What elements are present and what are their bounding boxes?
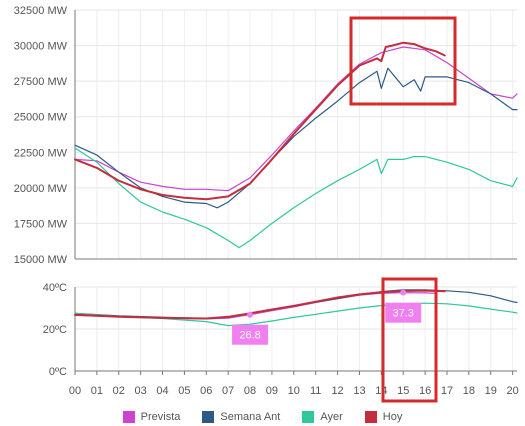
chart: 26.8 37.3 15000 MW 17500 MW 20000 MW 22500 M… xyxy=(14,5,519,403)
legend-swatch xyxy=(122,411,135,423)
legend: Prevista Semana Ant Ayer Hoy xyxy=(0,408,525,426)
point-marker xyxy=(247,311,254,318)
point-label: 26.8 xyxy=(239,330,260,342)
x-tick-label: 10 xyxy=(288,385,300,397)
x-tick-label: 12 xyxy=(331,385,343,397)
legend-label: Semana Ant xyxy=(220,411,281,423)
x-tick-label: 16 xyxy=(419,385,431,397)
x-tick-label: 18 xyxy=(463,385,475,397)
legend-label: Hoy xyxy=(382,411,403,423)
point-label-box xyxy=(232,324,269,345)
x-tick-label: 00 xyxy=(69,385,81,397)
legend-item-semana-ant[interactable]: Semana Ant xyxy=(202,408,280,426)
x-tick-label: 08 xyxy=(244,385,256,397)
y-tick-label: 20000 MW xyxy=(14,183,68,195)
x-tick-label: 13 xyxy=(353,385,365,397)
legend-swatch xyxy=(202,411,215,423)
y-tick-label: 0ºC xyxy=(49,366,67,378)
y-tick-label: 20ºC xyxy=(43,324,67,336)
highlight-boxes xyxy=(349,16,457,403)
y-tick-label: 32500 MW xyxy=(14,5,68,17)
point-label: 37.3 xyxy=(393,308,414,320)
highlight-box-power-peak xyxy=(349,16,457,106)
x-tick-label: 14 xyxy=(375,385,387,397)
x-tick-label: 02 xyxy=(113,385,125,397)
x-tick-label: 15 xyxy=(397,385,409,397)
legend-swatch xyxy=(302,411,315,423)
y-tick-label: 25000 MW xyxy=(14,112,68,124)
x-tick-label: 11 xyxy=(310,385,321,397)
x-tick-label: 09 xyxy=(266,385,278,397)
point-marker xyxy=(400,289,407,296)
legend-item-hoy[interactable]: Hoy xyxy=(364,408,403,426)
legend-item-ayer[interactable]: Ayer xyxy=(302,408,343,426)
y-tick-label: 30000 MW xyxy=(14,41,68,53)
x-tick-label: 07 xyxy=(222,385,234,397)
x-tick-label: 19 xyxy=(485,385,497,397)
x-tick-label: 06 xyxy=(200,385,212,397)
y-tick-label: 17500 MW xyxy=(14,218,68,230)
x-tick-label: 04 xyxy=(156,385,168,397)
series-line-ayer xyxy=(74,302,518,327)
point-labels: 26.8 37.3 xyxy=(232,289,422,345)
series-line-hoy xyxy=(74,41,446,201)
series-line-ayer xyxy=(74,147,518,249)
series-line-prevista xyxy=(74,46,518,192)
series-lines xyxy=(74,41,518,327)
y-tick-label: 40ºC xyxy=(43,282,67,294)
y-tick-label: 27500 MW xyxy=(14,76,68,88)
legend-swatch xyxy=(364,411,377,423)
x-tick-label: 01 xyxy=(91,385,103,397)
y-tick-label: 15000 MW xyxy=(14,254,68,266)
point-label-box xyxy=(385,302,422,323)
tick-labels: 15000 MW 17500 MW 20000 MW 22500 MW 25000 MW… xyxy=(14,5,519,397)
series-line-semana_ant xyxy=(74,67,518,209)
highlight-box-temperature-peak xyxy=(381,277,438,403)
y-tick-label: 22500 MW xyxy=(14,147,68,159)
legend-item-prevista[interactable]: Prevista xyxy=(122,408,181,426)
x-tick-label: 17 xyxy=(441,385,453,397)
x-tick-label: 20 xyxy=(506,385,518,397)
x-tick-label: 05 xyxy=(178,385,190,397)
legend-label: Ayer xyxy=(320,411,343,423)
legend-label: Prevista xyxy=(140,411,181,423)
series-line-hoy xyxy=(74,289,446,320)
x-tick-label: 03 xyxy=(135,385,147,397)
axes xyxy=(74,10,517,375)
